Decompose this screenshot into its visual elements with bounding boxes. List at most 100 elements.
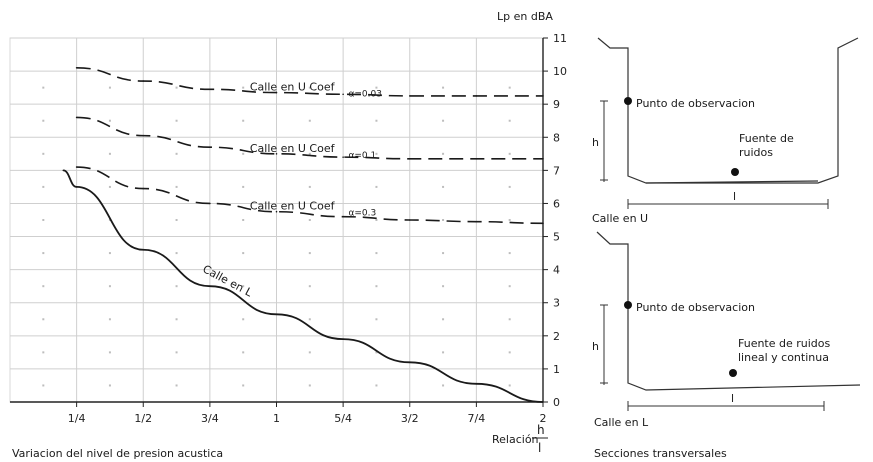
series-point [475,383,478,385]
y-tick-label: 3 [553,297,560,310]
grid-mark [175,252,178,255]
x-tick-label: 3/2 [401,412,419,425]
grid-mark [175,285,178,288]
grid-mark [175,351,178,354]
y-tick-label: 6 [553,197,560,210]
grid-mark [375,318,378,321]
section-u-h-label: h [592,136,599,149]
grid-mark [175,318,178,321]
grid-mark [375,86,378,89]
grid-mark [242,152,245,155]
series-line [76,66,543,97]
section-l-outline [596,231,861,391]
series-line [76,166,544,225]
grid-mark [42,152,45,155]
section-l-h-label: h [592,340,599,353]
grid-mark [175,219,178,221]
sections-title: Secciones transversales [594,447,727,460]
y-tick-label: 10 [553,65,567,78]
grid-mark [442,86,445,89]
grid-mark [442,252,445,255]
series-point [542,95,544,97]
grid-mark [175,152,178,155]
y-axis-title: Lp en dBA [497,10,553,23]
x-tick-label: 1/2 [134,412,152,425]
y-ticks: 0 1 2 3 4 5 6 7 8 9 10 11 [543,32,567,409]
grid-mark [308,185,311,188]
section-l: h Punto de observacion Fuente de ruidos … [592,231,861,429]
series-coef-label: α=0.3 [348,209,376,219]
grid-mark [242,86,245,89]
grid-mark [42,318,45,321]
grid-mark [42,351,45,354]
grid-mark [108,318,111,321]
grid-mark [242,219,245,221]
grid-mark [308,86,311,89]
section-u-observation-dot [624,97,632,105]
x-axis-title-denominator: l [538,441,541,455]
grid-mark [308,119,311,122]
grid-mark [242,185,245,188]
series-point [475,220,478,223]
series-coef-label: α=0.03 [348,90,382,100]
grid-mark [508,318,511,321]
series-point [275,210,278,213]
series-point [342,156,344,158]
grid-mark [308,252,311,255]
grid-mark [242,351,245,354]
grid-mark [308,219,311,221]
grid-mark [375,219,378,221]
section-u-caption: Calle en U [592,212,648,225]
section-u-source-dot [731,168,739,176]
section-l-l-label: l [731,392,734,405]
section-l-observation-label: Punto de observacion [636,301,755,314]
grid-mark [175,86,178,89]
series-point [75,186,78,188]
series-label: Calle en U Coef [250,142,336,155]
section-u-source-line2: ruidos [739,146,773,159]
x-tick-label: 3/4 [201,412,219,425]
series-point [542,401,544,403]
grid-mark [108,252,111,255]
section-u-observation-label: Punto de observacion [636,97,755,110]
grid-mark [508,219,511,221]
series-point [75,116,78,119]
y-tick-label: 1 [553,363,560,376]
grid-mark [108,384,111,387]
grid-mark [508,285,511,288]
series-label: Calle en U Coef [250,81,336,94]
series-point [275,313,278,316]
series-point [62,169,65,172]
x-tick-label: 1 [273,412,280,425]
grid-mark [375,252,378,255]
grid-mark [42,384,45,387]
grid-mark [375,384,378,387]
series-point [408,219,411,221]
grid-mark [308,384,311,387]
grid-mark [508,152,511,155]
section-l-source-line1: Fuente de ruidos [738,337,831,350]
grid-mark [42,119,45,122]
grid-mark [375,285,378,288]
series-point [75,166,78,168]
chart-caption: Variacion del nivel de presion acustica [12,447,223,460]
series-point [408,95,411,97]
series-point [142,134,145,137]
grid-mark [242,318,245,321]
grid-mark [442,351,445,354]
grid-mark [375,185,378,188]
section-u-outline [597,37,859,184]
grid-mark [508,252,511,255]
section-l-source-dot [729,369,737,377]
series-point [542,157,544,160]
grid-mark [442,119,445,122]
section-u-source-line1: Fuente de [739,132,794,145]
grid-mark [108,86,111,89]
x-tick-label: 7/4 [468,412,486,425]
y-tick-label: 11 [553,32,567,45]
section-l-observation-dot [624,301,632,309]
grid-mark [108,351,111,354]
series-point [408,157,411,160]
grid-mark [108,285,111,288]
x-tick-label: 5/4 [334,412,352,425]
